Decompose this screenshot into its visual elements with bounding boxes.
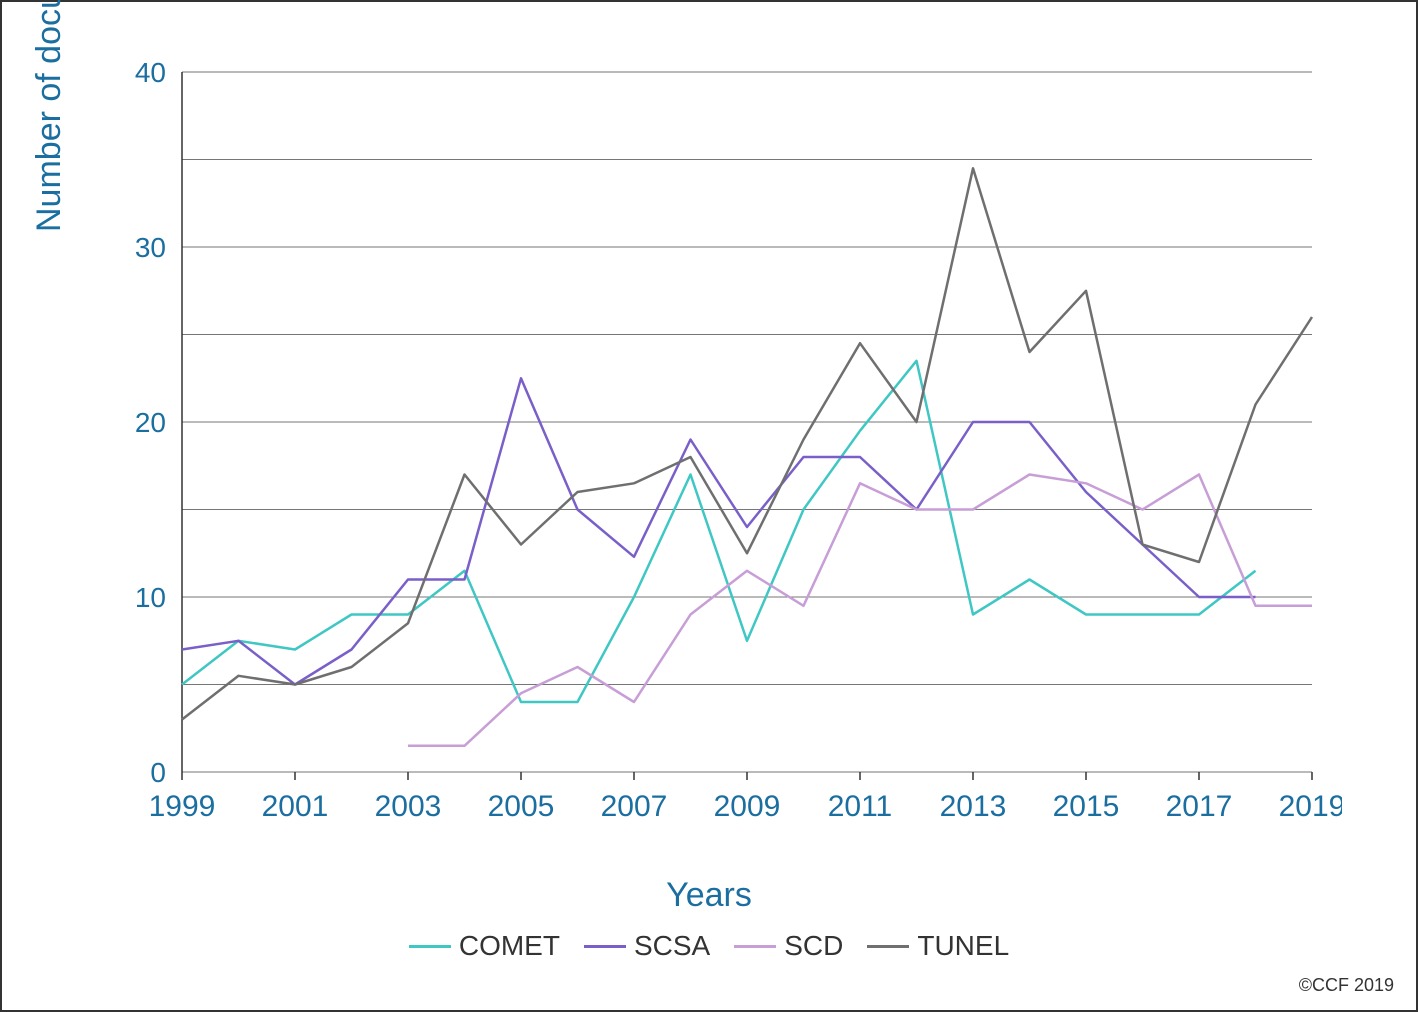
legend-item-tunel: TUNEL <box>867 930 1009 962</box>
legend-swatch <box>409 945 451 948</box>
y-tick-label: 30 <box>135 232 166 263</box>
plot-svg: 0 10 20 30 40 1999 2001 2003 2005 2007 2009 2011 201… <box>82 62 1342 842</box>
x-tick-label: 2015 <box>1053 790 1120 823</box>
legend-label: COMET <box>459 930 560 962</box>
credit-text: ©CCF 2019 <box>1299 975 1394 996</box>
x-axis-title-text: Years <box>666 876 752 914</box>
chart-frame: Number of documents 0 10 20 30 40 1999 2001 200… <box>0 0 1418 1012</box>
x-tick-label: 2001 <box>262 790 329 823</box>
x-tick-label: 2011 <box>828 790 893 823</box>
legend-item-comet: COMET <box>409 930 560 962</box>
legend: COMET SCSA SCD TUNEL <box>2 923 1416 963</box>
x-tick-label: 1999 <box>149 790 216 823</box>
x-tick-label: 2019 <box>1279 790 1342 823</box>
plot-area: 0 10 20 30 40 1999 2001 2003 2005 2007 2009 2011 201… <box>82 62 1342 842</box>
legend-label: SCSA <box>634 930 710 962</box>
y-tick-label: 40 <box>135 62 166 88</box>
legend-swatch <box>584 945 626 948</box>
x-tick-label: 2017 <box>1166 790 1233 823</box>
x-axis-title: Years <box>2 876 1416 915</box>
y-axis-title-text: Number of documents <box>30 0 68 232</box>
x-tick-label: 2007 <box>601 790 668 823</box>
legend-label: SCD <box>784 930 843 962</box>
legend-swatch <box>734 945 776 948</box>
y-tick-label: 10 <box>135 582 166 613</box>
legend-item-scd: SCD <box>734 930 843 962</box>
y-axis-title: Number of documents <box>30 0 69 232</box>
legend-item-scsa: SCSA <box>584 930 710 962</box>
x-tick-label: 2005 <box>488 790 555 823</box>
x-tick-label: 2013 <box>940 790 1007 823</box>
y-tick-label: 0 <box>150 757 166 788</box>
series-comet <box>182 361 1256 702</box>
x-tick-label: 2003 <box>375 790 442 823</box>
x-tick-label: 2009 <box>714 790 781 823</box>
series-scsa <box>182 378 1256 684</box>
legend-label: TUNEL <box>917 930 1009 962</box>
series-scd <box>408 475 1312 746</box>
legend-swatch <box>867 945 909 948</box>
series-tunel <box>182 168 1312 719</box>
y-tick-label: 20 <box>135 407 166 438</box>
